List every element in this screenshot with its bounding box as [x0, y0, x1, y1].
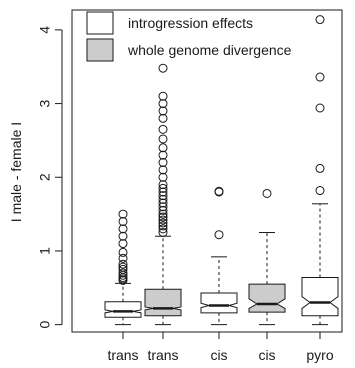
outlier-point — [158, 194, 168, 204]
outlier-point — [118, 231, 128, 241]
outlier-point — [315, 15, 325, 25]
x-axis-labels: trans trans cis cis pyro — [107, 332, 334, 363]
legend-swatch — [86, 38, 114, 62]
outlier-point — [315, 186, 325, 196]
outlier-point — [158, 198, 168, 208]
outlier-point — [158, 224, 168, 234]
legend: introgression effects whole genome diverg… — [86, 11, 292, 62]
outlier-point — [158, 150, 168, 160]
outlier-point — [158, 205, 168, 215]
outlier-point — [158, 143, 168, 153]
outlier-point — [315, 163, 325, 173]
outlier-point — [158, 218, 168, 228]
outlier-point — [118, 216, 128, 226]
outlier-point — [214, 230, 224, 240]
box-group — [301, 15, 339, 326]
x-tick-label: cis — [210, 347, 227, 363]
outlier-point — [214, 186, 224, 196]
y-tick-label: 4 — [37, 26, 53, 34]
box-body — [144, 288, 182, 317]
outlier-point — [118, 247, 128, 257]
outlier-point — [158, 99, 168, 109]
box-body — [200, 292, 238, 314]
box-body — [104, 301, 142, 318]
y-tick-label: 1 — [37, 247, 53, 255]
outlier-point — [315, 103, 325, 113]
box-group — [144, 63, 182, 326]
outlier-point — [118, 224, 128, 234]
x-tick-label: trans — [147, 347, 178, 363]
legend-swatch — [86, 11, 114, 35]
outlier-point — [158, 187, 168, 197]
y-tick-label: 0 — [37, 321, 53, 329]
x-tick-label: trans — [107, 347, 138, 363]
outlier-point — [158, 106, 168, 116]
box-group — [200, 186, 238, 326]
y-tick-label: 3 — [37, 99, 53, 107]
outlier-point — [158, 215, 168, 225]
y-axis: 0 1 2 3 4 — [37, 26, 63, 329]
outlier-point — [158, 228, 168, 238]
outlier-point — [118, 259, 128, 269]
box-group — [104, 209, 142, 326]
outlier-point — [158, 209, 168, 219]
outlier-point — [158, 191, 168, 201]
outlier-point — [158, 113, 168, 123]
outlier-point — [158, 202, 168, 212]
outlier-point — [158, 180, 168, 190]
outlier-point — [118, 209, 128, 219]
box-body — [301, 276, 339, 317]
outlier-point — [158, 221, 168, 231]
x-tick-label: cis — [258, 347, 275, 363]
plot-frame — [71, 9, 343, 333]
x-tick-label: pyro — [306, 347, 333, 363]
outlier-point — [118, 264, 128, 274]
y-tick-label: 2 — [37, 173, 53, 181]
outlier-point — [315, 72, 325, 82]
outlier-point — [118, 268, 128, 278]
outlier-point — [262, 188, 272, 198]
box-group — [248, 188, 286, 326]
outlier-point — [158, 134, 168, 144]
outlier-point — [158, 124, 168, 134]
box-body — [248, 283, 286, 313]
y-axis-label: I male - female I — [8, 122, 24, 222]
outlier-point — [158, 212, 168, 222]
outlier-point — [158, 63, 168, 73]
outlier-point — [118, 262, 128, 272]
outlier-point — [158, 158, 168, 168]
outlier-point — [118, 253, 128, 263]
outlier-point — [158, 172, 168, 182]
outlier-point — [118, 239, 128, 249]
outlier-point — [158, 91, 168, 101]
box-series — [104, 15, 339, 326]
outlier-point — [158, 165, 168, 175]
legend-label: whole genome divergence — [127, 42, 292, 58]
legend-label: introgression effects — [128, 15, 253, 31]
outlier-point — [158, 183, 168, 193]
